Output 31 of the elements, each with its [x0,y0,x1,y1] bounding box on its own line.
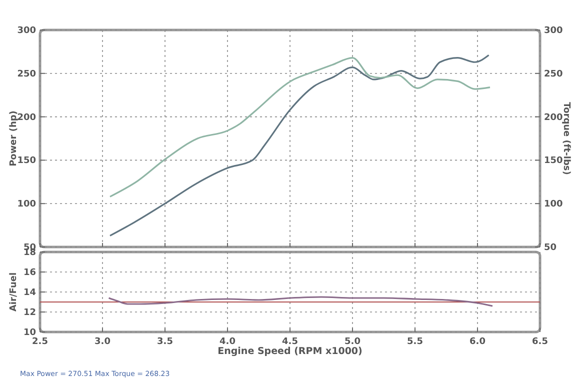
x-tick-label: 6.5 [532,337,548,347]
y-tick-label: 100 [17,200,36,210]
y-tick-label: 12 [23,308,36,318]
y2-tick-label: 300 [544,26,563,36]
y-tick-label: 14 [23,288,36,298]
x-tick-label: 4.5 [282,337,298,347]
y2-tick-label: 150 [544,156,563,166]
x-tick-label: 4.0 [220,337,236,347]
x-tick-label: 3.5 [157,337,173,347]
y-tick-label: 200 [17,112,36,123]
x-tick-label: 5.5 [407,337,423,347]
y2-tick-label: 250 [544,69,563,80]
y-tick-label: 300 [17,26,36,36]
y-axis-title: Air/Fuel [9,272,19,312]
line-series [109,54,490,237]
y2-axis-title: Torque (ft-lbs) [561,102,571,175]
y-tick-label: 250 [17,69,36,80]
y-tick-label: 150 [17,156,36,166]
line-series [108,296,494,307]
x-tick-label: 5.0 [344,337,360,347]
y2-tick-label: 50 [544,243,557,253]
y2-tick-label: 100 [544,200,563,210]
y-tick-label: 16 [23,268,36,278]
x-tick-label: 2.5 [32,337,48,347]
y-axis-title: Power (hp) [9,110,19,166]
x-axis-title: Engine Speed (RPM x1000) [218,346,362,357]
x-tick-label: 6.0 [470,337,486,347]
line-series [109,56,491,198]
x-tick-label: 3.0 [94,337,110,347]
y2-tick-label: 200 [544,112,563,123]
y-tick-label: 10 [23,328,36,338]
